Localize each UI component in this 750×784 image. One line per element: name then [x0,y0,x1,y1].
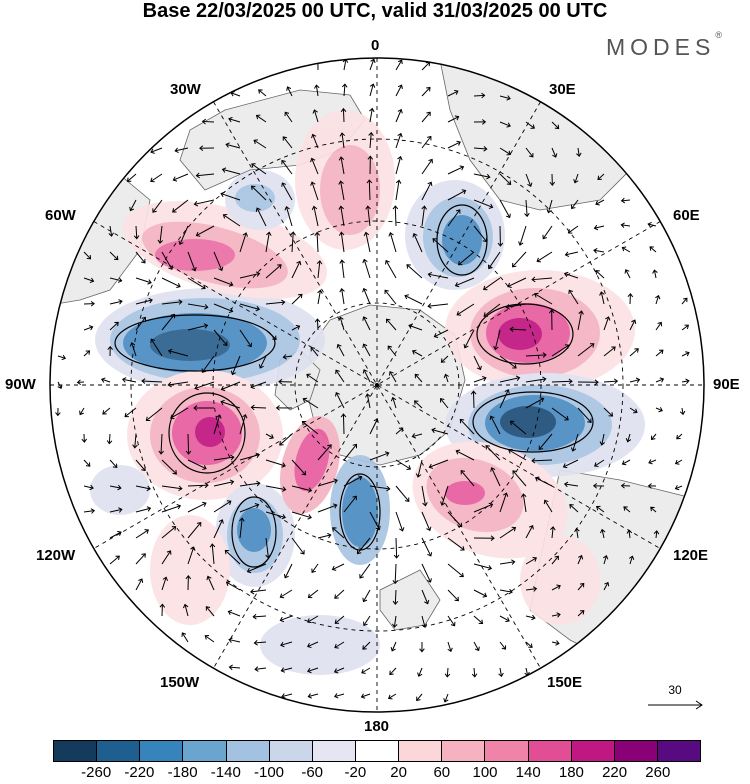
wind-arrow [395,590,396,604]
wind-arrow [343,109,344,122]
colorbar [53,740,701,762]
colorbar-tick-label: -100 [254,764,284,781]
colorbar-swatch [529,741,572,761]
colorbar-tick-label: 180 [559,764,584,781]
lon-label-90e: 90E [713,377,740,393]
colorbar-swatch [313,741,356,761]
colorbar-tick-label: -180 [168,764,198,781]
colorbar-tick-label: -140 [211,764,241,781]
colorbar-swatch [572,741,615,761]
colorbar-swatch [270,741,313,761]
lon-label-60w: 60W [45,208,76,224]
colorbar-tick-label: 220 [602,764,627,781]
colorbar-tick-label: 20 [390,764,407,781]
vector-scale-reference: 30 [646,683,706,713]
lon-label-0: 0 [371,38,379,54]
wind-arrow [395,206,396,226]
colorbar-swatch [227,741,270,761]
wind-arrow [396,538,397,558]
colorbar-ticks: -260 -220 -180 -140 -100 -60 -20 20 60 100 140 180 2… [0,764,750,784]
wind-arrow [188,434,189,454]
colorbar-swatch [658,741,700,761]
colorbar-swatch [399,741,442,761]
pole-marker [375,383,379,387]
colorbar-swatch [615,741,658,761]
colorbar-tick-label: -20 [345,764,367,781]
lon-label-60e: 60E [673,208,700,224]
lon-label-30e: 30E [549,82,576,98]
colorbar-swatch [183,741,226,761]
wind-arrow [474,95,485,96]
lon-label-30w: 30W [170,82,201,98]
colorbar-tick-label: 260 [645,764,670,781]
lon-label-120e: 120E [673,548,708,564]
colorbar-swatch [54,741,97,761]
wind-arrow [109,434,110,444]
colorbar-tick-label: 60 [433,764,450,781]
vector-scale-arrow-icon [646,683,706,713]
lon-label-150w: 150W [160,675,199,691]
wind-arrow [473,391,474,408]
colorbar-swatch [442,741,485,761]
colorbar-tick-label: 140 [516,764,541,781]
colorbar-swatch [140,741,183,761]
lon-label-120w: 120W [36,548,75,564]
wind-arrow [343,414,344,434]
wind-arrow [203,121,214,122]
polar-map [0,0,750,735]
lon-label-150e: 150E [547,675,582,691]
lon-label-180: 180 [364,719,389,735]
colorbar-swatch [97,741,140,761]
colorbar-tick-label: -220 [124,764,154,781]
wind-arrow [251,407,266,408]
colorbar-tick-label: -260 [81,764,111,781]
colorbar-tick-label: -60 [301,764,323,781]
colorbar-tick-label: 100 [472,764,497,781]
colorbar-swatch [485,741,528,761]
wind-arrow [317,319,318,330]
lon-label-90w: 90W [5,377,36,393]
colorbar-swatch [356,741,399,761]
